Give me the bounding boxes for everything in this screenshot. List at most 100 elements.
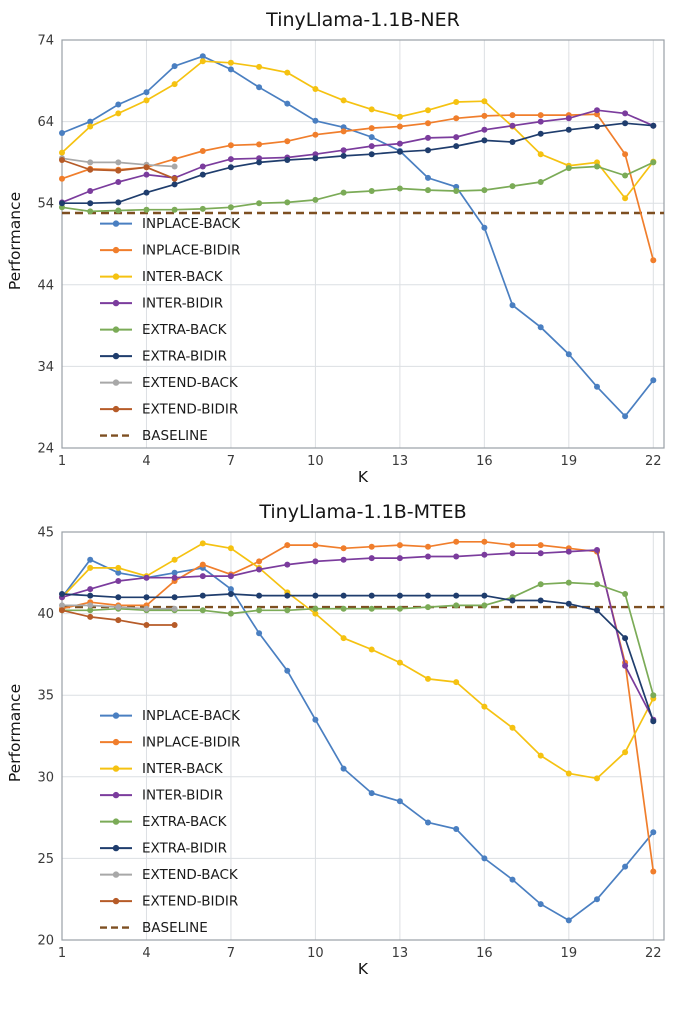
marker-inplace-back <box>87 118 94 125</box>
marker-extra-bidir <box>396 148 403 155</box>
marker-extra-back <box>453 602 460 609</box>
marker-inter-bidir <box>481 551 488 558</box>
marker-inter-back <box>396 659 403 666</box>
marker-extra-bidir <box>312 155 319 162</box>
marker-extend-back <box>171 163 178 170</box>
x-tick-label: 7 <box>227 946 235 961</box>
marker-extra-bidir <box>59 200 65 207</box>
marker-inplace-back <box>481 224 488 231</box>
marker-inter-back <box>453 99 460 105</box>
legend-marker-extra-bidir <box>112 844 120 852</box>
legend-label-inplace-back: INPLACE-BACK <box>142 216 241 232</box>
y-tick-label: 64 <box>37 115 54 130</box>
marker-inter-back <box>425 675 431 682</box>
marker-extend-bidir <box>143 622 150 628</box>
marker-inplace-back <box>537 324 544 331</box>
marker-inter-back <box>227 545 234 552</box>
marker-inplace-bidir <box>425 543 431 550</box>
legend-marker-extend-back <box>112 871 120 878</box>
y-tick-label: 40 <box>37 607 54 622</box>
figure-stack: TinyLlama-1.1B-NER Performance 1 4 7 10 13 16… <box>0 9 678 980</box>
marker-inplace-back <box>594 896 600 903</box>
x-tick-label: 4 <box>142 454 150 469</box>
x-tick-label: 10 <box>307 454 324 469</box>
marker-inplace-back <box>509 876 516 883</box>
marker-extra-back <box>565 165 572 172</box>
marker-extra-bidir <box>143 189 150 196</box>
marker-extra-back <box>396 605 403 612</box>
plot-area-mteb: 1 4 7 10 13 16 19 22202530354045INPLACE-BACKINP… <box>37 526 665 961</box>
marker-extend-bidir <box>171 622 178 628</box>
marker-extend-bidir <box>59 157 65 163</box>
marker-inter-back <box>87 123 94 130</box>
y-tick-label: 20 <box>37 934 54 949</box>
marker-extra-back <box>650 692 657 699</box>
marker-extra-back <box>368 188 375 194</box>
marker-inplace-back <box>143 89 150 96</box>
marker-extend-bidir <box>87 613 94 620</box>
x-tick-label: 16 <box>476 454 493 469</box>
x-axis-label-ner: K <box>357 468 369 486</box>
marker-extra-bidir <box>59 591 65 597</box>
marker-inter-bidir <box>509 550 516 557</box>
plot-border <box>61 39 665 449</box>
y-tick-label: 44 <box>37 278 54 293</box>
marker-inplace-back <box>509 302 516 309</box>
marker-inplace-bidir <box>199 561 206 568</box>
marker-extra-bidir <box>425 592 431 599</box>
marker-inplace-back <box>425 174 431 181</box>
marker-extra-back <box>340 189 347 196</box>
marker-inter-bidir <box>368 143 375 150</box>
marker-extend-bidir <box>59 607 65 614</box>
legend-label-inter-bidir: INTER-BIDIR <box>142 296 223 312</box>
marker-extend-back <box>59 602 65 609</box>
marker-inplace-bidir <box>453 538 460 545</box>
marker-inter-bidir <box>312 558 319 565</box>
marker-extend-back <box>115 604 122 611</box>
marker-extra-bidir <box>594 607 600 614</box>
marker-inter-back <box>537 752 544 759</box>
marker-inplace-bidir <box>199 148 206 154</box>
marker-extra-bidir <box>509 597 516 604</box>
marker-inter-back <box>115 564 122 571</box>
marker-inplace-bidir <box>284 138 291 145</box>
marker-extra-back <box>565 579 572 586</box>
marker-inplace-bidir <box>171 156 178 163</box>
chart-title-ner: TinyLlama-1.1B-NER <box>266 9 460 31</box>
marker-inplace-back <box>340 124 347 131</box>
marker-extend-bidir <box>115 617 122 624</box>
marker-inter-bidir <box>622 110 629 117</box>
marker-extra-bidir <box>650 718 657 725</box>
marker-inplace-back <box>199 53 206 60</box>
marker-inter-bidir <box>425 553 431 560</box>
y-tick-label: 34 <box>37 360 54 375</box>
marker-extra-back <box>199 607 206 614</box>
marker-extra-bidir <box>87 592 94 599</box>
marker-inplace-back <box>171 63 178 70</box>
x-tick-label: 16 <box>476 946 493 961</box>
marker-extra-back <box>594 163 600 170</box>
marker-inter-bidir <box>594 547 600 553</box>
marker-inter-bidir <box>227 156 234 163</box>
legend-label-extend-back: EXTEND-BACK <box>142 375 239 391</box>
marker-inter-back <box>396 113 403 120</box>
marker-inplace-bidir <box>256 141 263 148</box>
marker-extra-bidir <box>284 592 291 599</box>
marker-inplace-back <box>227 66 234 73</box>
marker-extra-bidir <box>481 592 488 599</box>
marker-inter-bidir <box>453 553 460 560</box>
marker-inter-bidir <box>622 662 629 669</box>
plot-wrap-mteb: Performance 1 4 7 10 13 16 19 22 20 25 30 35 40 45 INP… <box>0 526 678 966</box>
marker-extra-back <box>115 207 122 214</box>
marker-extra-back <box>622 591 629 597</box>
x-tick-label: 22 <box>645 946 662 961</box>
marker-inplace-bidir <box>481 112 488 119</box>
marker-inter-back <box>594 775 600 782</box>
chart-tinyllama-mteb: TinyLlama-1.1B-MTEB Performance 1 4 7 10 13 1… <box>0 498 678 980</box>
marker-inter-bidir <box>199 163 206 170</box>
marker-inplace-bidir <box>509 542 516 549</box>
series-line-extra-back <box>61 161 654 213</box>
series-line-inter-bidir <box>61 109 654 204</box>
marker-inplace-bidir <box>509 112 516 119</box>
marker-inter-back <box>509 724 516 731</box>
